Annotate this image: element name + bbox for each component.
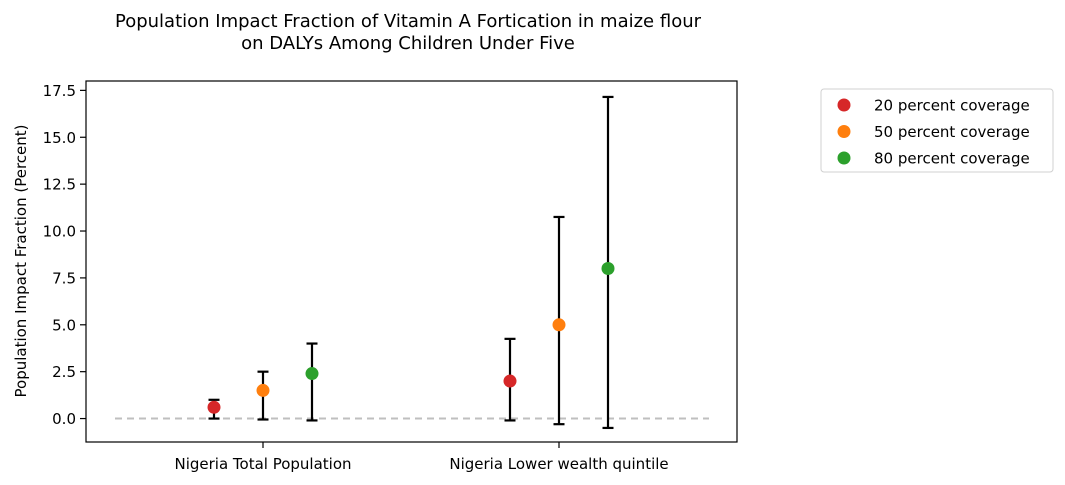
legend-marker [837, 125, 851, 138]
y-tick-label: 10.0 [43, 223, 76, 241]
y-tick-label: 7.5 [52, 269, 76, 287]
y-tick-label: 5.0 [52, 316, 76, 334]
legend: 20 percent coverage 50 percent coverage 80… [820, 88, 1054, 173]
y-tick-label: 2.5 [52, 363, 76, 381]
y-tick-label: 0.0 [52, 410, 76, 428]
legend-label: 50 percent coverage [874, 123, 1030, 141]
legend-marker [837, 98, 851, 112]
data-point [601, 262, 615, 276]
x-tick-label: Nigeria Total Population [174, 455, 351, 473]
plot-frame [85, 80, 738, 443]
chart-title-line-2: on DALYs Among Children Under Five [241, 33, 575, 54]
y-axis: 0.0 2.5 5.0 7.5 10.0 12.5 15.0 17.5 [43, 82, 86, 428]
x-axis: Nigeria Total Population Nigeria Lower we… [174, 442, 669, 473]
data-marks [207, 95, 615, 430]
y-tick-label: 15.0 [43, 129, 76, 147]
legend-label: 80 percent coverage [874, 150, 1030, 168]
data-point [503, 374, 517, 388]
legend-marker [837, 151, 851, 165]
data-point [305, 367, 319, 381]
data-point [552, 318, 566, 332]
data-point [207, 400, 221, 414]
data-point [256, 383, 270, 397]
y-tick-label: 17.5 [43, 82, 76, 100]
legend-label: 20 percent coverage [874, 97, 1030, 115]
legend-entries: 20 percent coverage 50 percent coverage 80… [837, 97, 1030, 168]
chart-title-line-1: Population Impact Fraction of Vitamin A … [115, 11, 702, 32]
legend-box [820, 88, 1054, 173]
x-tick-label: Nigeria Lower wealth quintile [449, 455, 668, 473]
y-tick-label: 12.5 [43, 176, 76, 194]
y-axis-label: Population Impact Fraction (Percent) [12, 124, 30, 397]
